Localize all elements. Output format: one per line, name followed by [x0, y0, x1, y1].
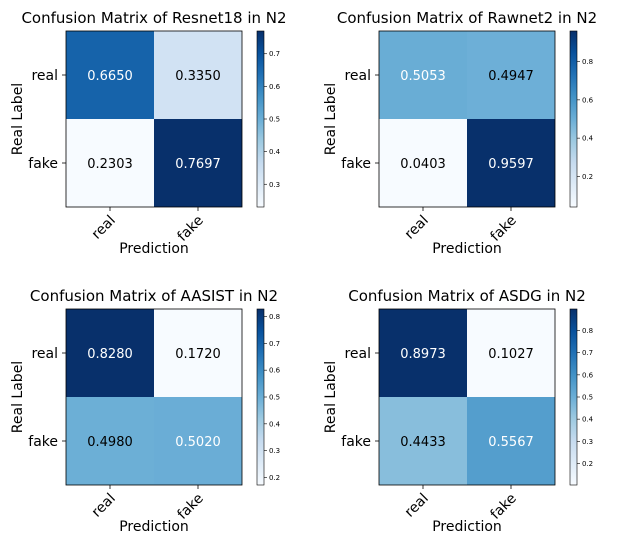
- heatmap-cell: [154, 31, 242, 119]
- heatmap-cell: [379, 397, 467, 485]
- x-tick-label: real: [89, 213, 119, 243]
- panel-3: Confusion Matrix of AASIST in N2 0.8280 0.…: [10, 287, 281, 535]
- x-axis-label: Prediction: [432, 519, 502, 535]
- cell-value-label: 0.5020: [175, 435, 221, 450]
- colorbar-tick-label: 0.2: [582, 173, 593, 181]
- colorbar: [257, 31, 264, 207]
- y-tick-label: real: [31, 346, 58, 362]
- colorbar-tick-label: 0.2: [269, 474, 280, 482]
- heatmap-cell: [379, 119, 467, 207]
- plot-frame: [378, 30, 556, 208]
- x-tick-label: real: [402, 213, 432, 243]
- cell-value-label: 0.8973: [400, 347, 446, 362]
- cell-value-label: 0.1027: [488, 347, 534, 362]
- colorbar-tick-label: 0.3: [582, 438, 593, 446]
- y-axis-label: Real Label: [323, 361, 339, 433]
- colorbar-tick-label: 0.4: [269, 420, 281, 428]
- heatmap-cell: [379, 31, 467, 119]
- colorbar-tick-label: 0.4: [269, 148, 281, 156]
- chart-title: Confusion Matrix of AASIST in N2: [30, 287, 278, 305]
- colorbar-tick-label: 0.6: [269, 83, 281, 91]
- colorbar: [257, 309, 264, 485]
- plot-frame: [65, 30, 243, 208]
- heatmap-cell: [154, 397, 242, 485]
- colorbar-tick-label: 0.4: [582, 416, 594, 424]
- cell-value-label: 0.5567: [488, 435, 534, 450]
- x-axis-label: Prediction: [119, 241, 189, 257]
- plot-frame: [65, 308, 243, 486]
- chart-title: Confusion Matrix of Rawnet2 in N2: [337, 9, 597, 27]
- colorbar-tick-label: 0.6: [582, 96, 594, 104]
- heatmap-cell: [154, 119, 242, 207]
- heatmap-cell: [66, 119, 154, 207]
- x-tick-label: fake: [487, 213, 519, 245]
- colorbar-tick-label: 0.5: [582, 394, 593, 402]
- colorbar-tick-label: 0.6: [269, 367, 281, 375]
- colorbar-tick-label: 0.8: [582, 327, 593, 335]
- cell-value-label: 0.9597: [488, 157, 534, 172]
- y-tick-label: real: [31, 68, 58, 84]
- y-tick-label: real: [344, 346, 371, 362]
- panel-4: Confusion Matrix of ASDG in N2 0.8973 0.10…: [323, 287, 594, 535]
- cell-value-label: 0.0403: [400, 157, 446, 172]
- x-tick-label: fake: [487, 491, 519, 523]
- heatmap-cell: [467, 31, 555, 119]
- heatmap-cell: [66, 397, 154, 485]
- colorbar-tick-label: 0.7: [582, 349, 593, 357]
- x-tick-label: real: [89, 491, 119, 521]
- y-axis-label: Real Label: [10, 361, 26, 433]
- cell-value-label: 0.4947: [488, 69, 534, 84]
- x-tick-label: fake: [174, 213, 206, 245]
- heatmap-cell: [154, 309, 242, 397]
- y-axis-label: Real Label: [323, 83, 339, 155]
- panel-2: Confusion Matrix of Rawnet2 in N2 0.5053 0…: [323, 9, 597, 257]
- colorbar-tick-label: 0.2: [582, 460, 593, 468]
- y-tick-label: real: [344, 68, 371, 84]
- chart-title: Confusion Matrix of Resnet18 in N2: [21, 9, 286, 27]
- cell-value-label: 0.4433: [400, 435, 446, 450]
- cell-value-label: 0.7697: [175, 157, 221, 172]
- cell-value-label: 0.2303: [87, 157, 133, 172]
- colorbar-tick-label: 0.6: [582, 371, 594, 379]
- x-tick-label: real: [402, 491, 432, 521]
- colorbar-tick-label: 0.8: [269, 313, 280, 321]
- x-axis-label: Prediction: [119, 519, 189, 535]
- y-axis-label: Real Label: [10, 83, 26, 155]
- colorbar: [570, 31, 577, 207]
- x-tick-label: fake: [174, 491, 206, 523]
- y-tick-label: fake: [341, 434, 371, 450]
- colorbar-tick-label: 0.3: [269, 181, 280, 189]
- colorbar-tick-label: 0.7: [269, 50, 280, 58]
- heatmap-cell: [66, 31, 154, 119]
- colorbar-tick-label: 0.5: [269, 116, 280, 124]
- heatmap-cell: [379, 309, 467, 397]
- panel-1: Confusion Matrix of Resnet18 in N2 0.6650…: [10, 9, 287, 257]
- cell-value-label: 0.3350: [175, 69, 221, 84]
- cell-value-label: 0.8280: [87, 347, 133, 362]
- heatmap-cell: [66, 309, 154, 397]
- cell-value-label: 0.4980: [87, 435, 133, 450]
- plot-frame: [378, 308, 556, 486]
- y-tick-label: fake: [341, 156, 371, 172]
- colorbar-tick-label: 0.8: [582, 58, 593, 66]
- colorbar-tick-label: 0.5: [269, 394, 280, 402]
- chart-title: Confusion Matrix of ASDG in N2: [348, 287, 586, 305]
- colorbar-tick-label: 0.3: [269, 447, 280, 455]
- colorbar-tick-label: 0.7: [269, 340, 280, 348]
- colorbar-frame: [569, 30, 578, 208]
- colorbar: [570, 309, 577, 485]
- cell-value-label: 0.5053: [400, 69, 446, 84]
- cell-value-label: 0.1720: [175, 347, 221, 362]
- cell-value-label: 0.6650: [87, 69, 133, 84]
- y-tick-label: fake: [28, 434, 58, 450]
- heatmap-cell: [467, 397, 555, 485]
- y-tick-label: fake: [28, 156, 58, 172]
- colorbar-tick-label: 0.4: [582, 135, 594, 143]
- x-axis-label: Prediction: [432, 241, 502, 257]
- heatmap-cell: [467, 309, 555, 397]
- heatmap-cell: [467, 119, 555, 207]
